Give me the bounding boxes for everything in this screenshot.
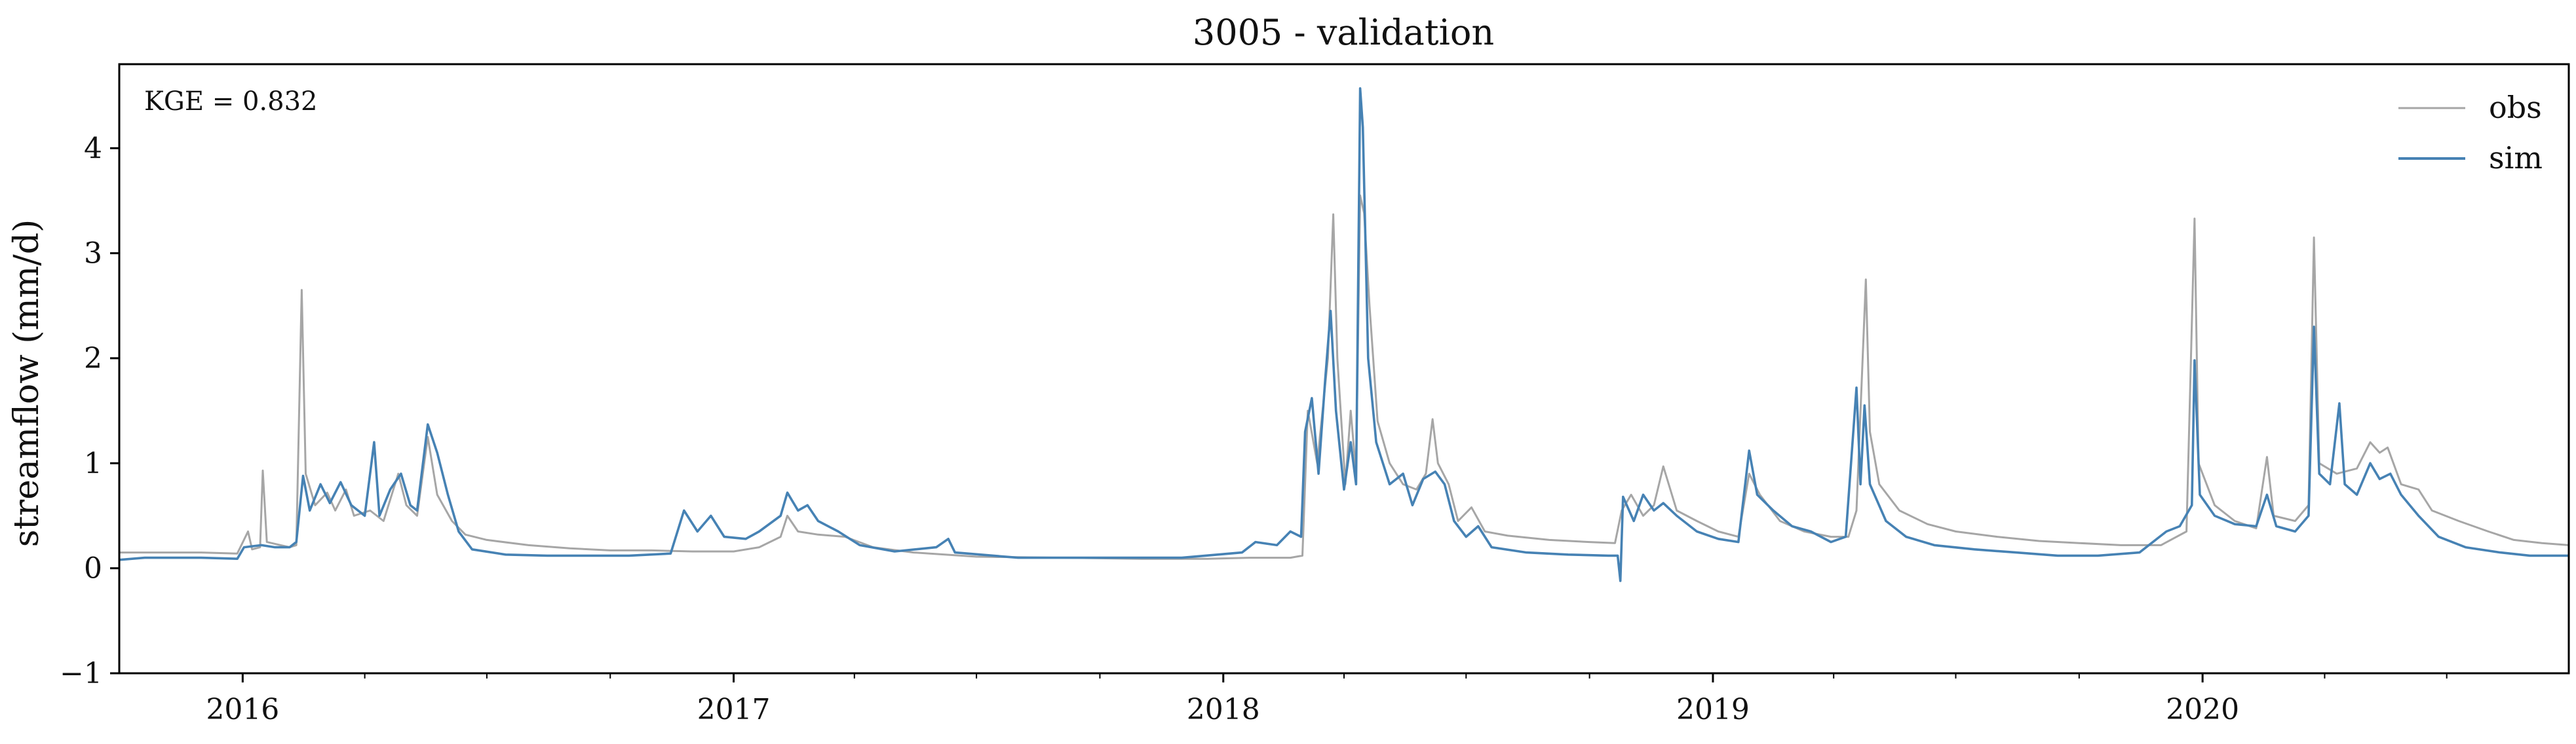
plot-area bbox=[119, 87, 2569, 582]
legend-label-sim: sim bbox=[2489, 140, 2543, 176]
series-line-sim bbox=[119, 87, 2569, 582]
x-tick-label: 2016 bbox=[206, 693, 279, 726]
y-axis-label: streamflow (mm/d) bbox=[7, 219, 47, 548]
y-tick-label: 3 bbox=[84, 237, 102, 270]
y-tick-label: 0 bbox=[84, 552, 102, 586]
y-tick-label: −1 bbox=[60, 657, 102, 690]
legend-label-obs: obs bbox=[2489, 90, 2542, 125]
legend: obs sim bbox=[2398, 90, 2543, 176]
x-tick-label: 2019 bbox=[1676, 693, 1750, 726]
x-tick-label: 2018 bbox=[1187, 693, 1260, 726]
y-tick-label: 2 bbox=[84, 342, 102, 375]
y-tick-label: 4 bbox=[84, 132, 102, 165]
y-tick-label: 1 bbox=[84, 447, 102, 480]
chart-title: 3005 - validation bbox=[1193, 12, 1494, 53]
x-tick-label: 2017 bbox=[697, 693, 771, 726]
kge-annotation: KGE = 0.832 bbox=[144, 86, 318, 117]
x-tick-label: 2020 bbox=[2166, 693, 2239, 726]
axes: −1 0 1 2 3 4 2016 2017 2018 2019 2020 bbox=[60, 132, 2448, 726]
plot-frame bbox=[118, 63, 2570, 675]
